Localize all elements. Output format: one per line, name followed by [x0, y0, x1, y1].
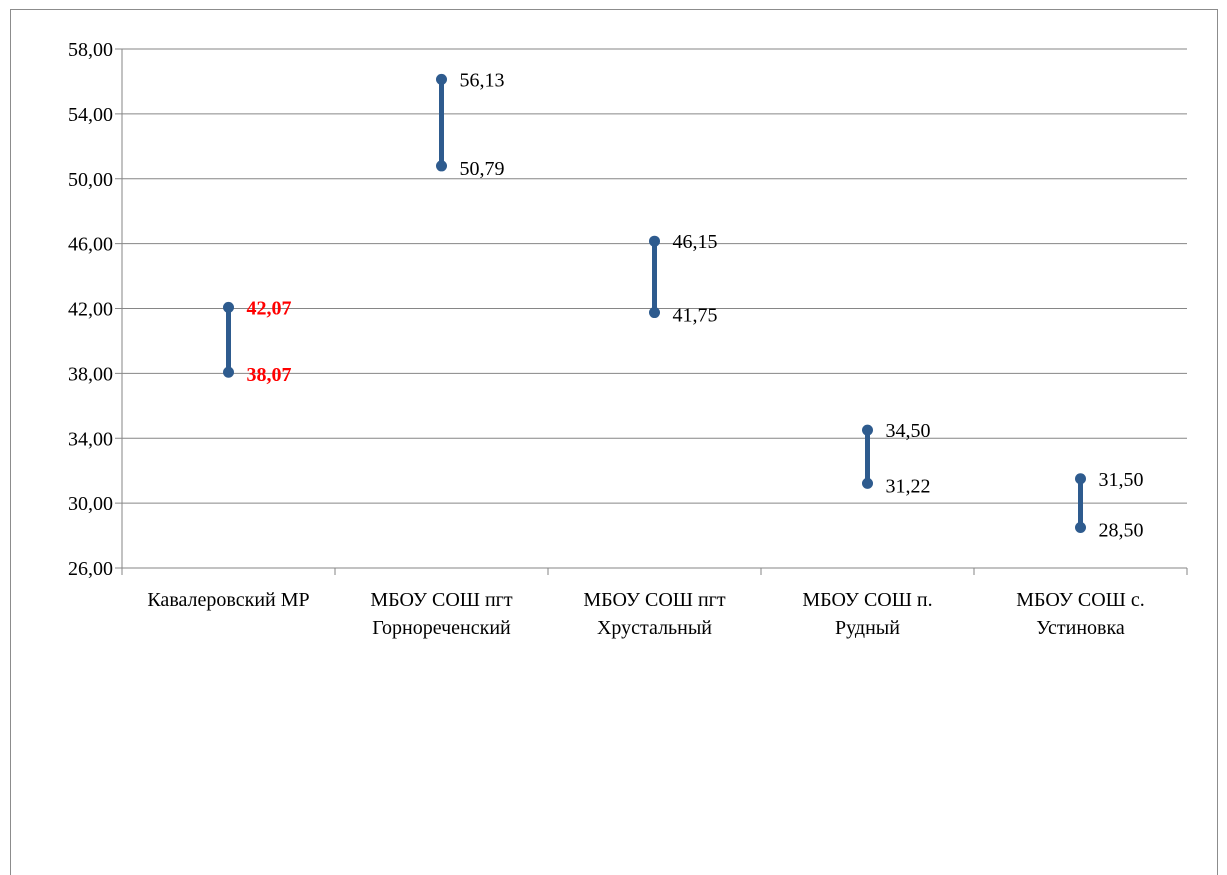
high-point-marker: [649, 235, 660, 247]
high-point-marker: [1075, 473, 1086, 485]
y-tick-label: 50,00: [68, 169, 113, 191]
low-point-marker: [223, 366, 234, 378]
x-category-label: Кавалеровский МР: [147, 589, 309, 611]
y-tick-label: 38,00: [68, 363, 113, 385]
low-value-label: 50,79: [460, 158, 505, 180]
y-tick-label: 34,00: [68, 428, 113, 450]
low-point-marker: [649, 307, 660, 319]
y-tick-label: 26,00: [68, 558, 113, 580]
x-category-label: МБОУ СОШ пгт: [583, 589, 725, 611]
high-value-label: 42,07: [247, 297, 292, 319]
high-value-label: 56,13: [460, 69, 505, 91]
y-tick-label: 30,00: [68, 493, 113, 515]
high-point-marker: [436, 73, 447, 85]
high-point-marker: [223, 301, 234, 313]
x-category-label: Горнореченский: [372, 617, 511, 639]
y-tick-label: 58,00: [68, 39, 113, 61]
x-category-label: Устиновка: [1036, 617, 1125, 639]
low-value-label: 41,75: [673, 305, 718, 327]
x-category-label: Хрустальный: [597, 617, 712, 639]
low-point-marker: [1075, 521, 1086, 533]
low-value-label: 31,22: [886, 475, 931, 497]
low-point-marker: [436, 160, 447, 172]
high-value-label: 31,50: [1099, 469, 1144, 491]
y-tick-label: 42,00: [68, 299, 113, 321]
high-value-label: 34,50: [886, 420, 931, 442]
x-category-label: Рудный: [835, 617, 900, 639]
y-tick-label: 46,00: [68, 234, 113, 256]
x-category-label: МБОУ СОШ п.: [802, 589, 932, 611]
high-point-marker: [862, 424, 873, 436]
low-point-marker: [862, 477, 873, 489]
low-value-label: 28,50: [1099, 519, 1144, 541]
low-value-label: 38,07: [247, 364, 292, 386]
chart-frame: [10, 9, 1218, 875]
y-tick-label: 54,00: [68, 104, 113, 126]
x-category-label: МБОУ СОШ пгт: [370, 589, 512, 611]
x-category-label: МБОУ СОШ с.: [1016, 589, 1144, 611]
high-value-label: 46,15: [673, 231, 718, 253]
